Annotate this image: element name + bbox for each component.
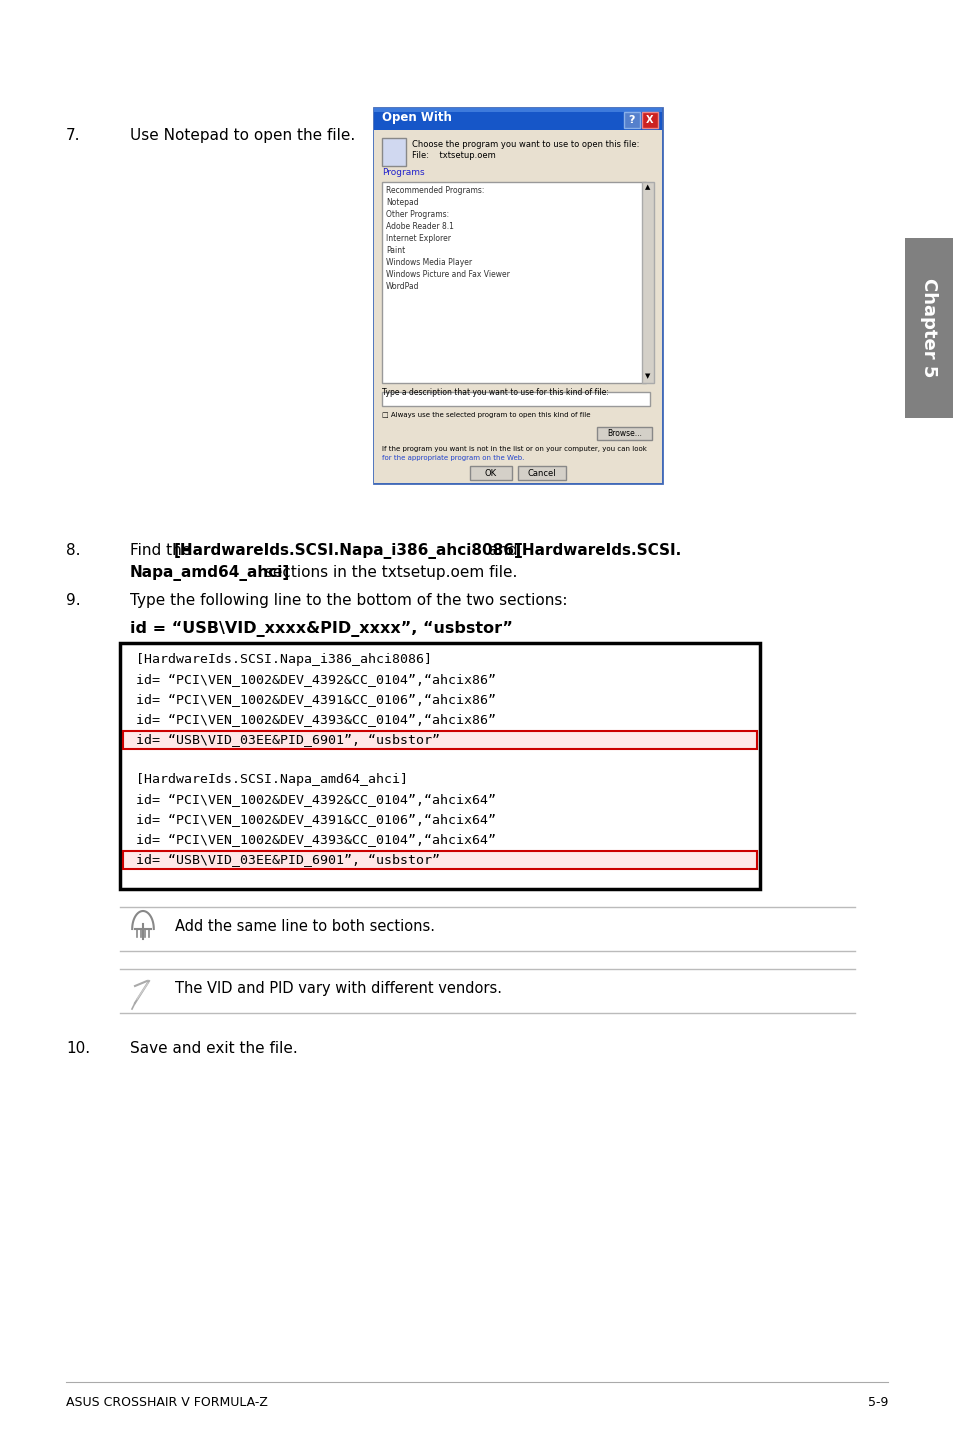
- Text: Type the following line to the bottom of the two sections:: Type the following line to the bottom of…: [130, 592, 567, 608]
- Text: Notepad: Notepad: [386, 198, 418, 207]
- FancyBboxPatch shape: [470, 466, 512, 480]
- Text: Choose the program you want to use to open this file:: Choose the program you want to use to op…: [412, 139, 639, 150]
- FancyBboxPatch shape: [120, 643, 760, 889]
- Text: File:    txtsetup.oem: File: txtsetup.oem: [412, 151, 496, 160]
- FancyBboxPatch shape: [374, 108, 661, 483]
- FancyBboxPatch shape: [123, 851, 757, 869]
- FancyBboxPatch shape: [904, 239, 952, 418]
- Text: Add the same line to both sections.: Add the same line to both sections.: [174, 919, 435, 935]
- Text: [HardwareIds.SCSI.Napa_amd64_ahci]: [HardwareIds.SCSI.Napa_amd64_ahci]: [136, 774, 408, 787]
- Text: 8.: 8.: [66, 544, 80, 558]
- FancyBboxPatch shape: [374, 108, 661, 112]
- FancyBboxPatch shape: [641, 183, 654, 383]
- Text: Type a description that you want to use for this kind of file:: Type a description that you want to use …: [381, 388, 608, 397]
- Text: 10.: 10.: [66, 1041, 90, 1055]
- Text: id= “PCI\VEN_1002&DEV_4391&CC_0106”,“ahcix64”: id= “PCI\VEN_1002&DEV_4391&CC_0106”,“ahc…: [136, 812, 496, 825]
- Text: id= “PCI\VEN_1002&DEV_4393&CC_0104”,“ahcix86”: id= “PCI\VEN_1002&DEV_4393&CC_0104”,“ahc…: [136, 713, 496, 726]
- Text: Chapter 5: Chapter 5: [919, 279, 937, 378]
- Text: id= “PCI\VEN_1002&DEV_4392&CC_0104”,“ahcix86”: id= “PCI\VEN_1002&DEV_4392&CC_0104”,“ahc…: [136, 673, 496, 686]
- Text: id= “USB\VID_03EE&PID_6901”, “usbstor”: id= “USB\VID_03EE&PID_6901”, “usbstor”: [136, 853, 439, 866]
- Text: id= “USB\VID_03EE&PID_6901”, “usbstor”: id= “USB\VID_03EE&PID_6901”, “usbstor”: [136, 733, 439, 746]
- Text: Paint: Paint: [386, 246, 405, 255]
- Text: The VID and PID vary with different vendors.: The VID and PID vary with different vend…: [174, 981, 501, 997]
- Text: Use Notepad to open the file.: Use Notepad to open the file.: [130, 128, 355, 142]
- Text: Open With: Open With: [381, 111, 452, 124]
- Text: ?: ?: [628, 115, 635, 125]
- Text: [HardwareIds.SCSI.Napa_i386_ahci8086]: [HardwareIds.SCSI.Napa_i386_ahci8086]: [136, 653, 432, 666]
- FancyBboxPatch shape: [374, 129, 661, 483]
- FancyBboxPatch shape: [381, 138, 406, 165]
- Text: If the program you want is not in the list or on your computer, you can look: If the program you want is not in the li…: [381, 446, 646, 452]
- Text: Cancel: Cancel: [527, 469, 556, 477]
- Text: [HardwareIds.SCSI.Napa_i386_ahci8086]: [HardwareIds.SCSI.Napa_i386_ahci8086]: [173, 544, 521, 559]
- Text: ▼: ▼: [644, 372, 650, 380]
- Text: WordPad: WordPad: [386, 282, 419, 290]
- Text: Other Programs:: Other Programs:: [386, 210, 449, 219]
- Text: Windows Picture and Fax Viewer: Windows Picture and Fax Viewer: [386, 270, 509, 279]
- FancyBboxPatch shape: [623, 112, 639, 128]
- Text: Adobe Reader 8.1: Adobe Reader 8.1: [386, 221, 454, 232]
- FancyBboxPatch shape: [123, 731, 757, 749]
- Text: id= “PCI\VEN_1002&DEV_4391&CC_0106”,“ahcix86”: id= “PCI\VEN_1002&DEV_4391&CC_0106”,“ahc…: [136, 693, 496, 706]
- Text: and: and: [483, 544, 522, 558]
- FancyBboxPatch shape: [641, 112, 658, 128]
- FancyBboxPatch shape: [517, 466, 565, 480]
- Text: 9.: 9.: [66, 592, 81, 608]
- Text: Browse...: Browse...: [607, 430, 641, 439]
- Text: Recommended Programs:: Recommended Programs:: [386, 186, 484, 196]
- Text: ▲: ▲: [644, 184, 650, 190]
- Text: X: X: [645, 115, 653, 125]
- Text: [HardwareIds.SCSI.: [HardwareIds.SCSI.: [516, 544, 681, 558]
- FancyBboxPatch shape: [374, 108, 661, 129]
- Text: OK: OK: [484, 469, 497, 477]
- FancyBboxPatch shape: [381, 183, 645, 383]
- Text: 7.: 7.: [66, 128, 80, 142]
- FancyBboxPatch shape: [381, 393, 649, 406]
- Text: Windows Media Player: Windows Media Player: [386, 257, 472, 267]
- Text: sections in the txtsetup.oem file.: sections in the txtsetup.oem file.: [260, 565, 517, 580]
- Text: □ Always use the selected program to open this kind of file: □ Always use the selected program to ope…: [381, 413, 590, 418]
- Text: ASUS CROSSHAIR V FORMULA-Z: ASUS CROSSHAIR V FORMULA-Z: [66, 1396, 268, 1409]
- Text: id= “PCI\VEN_1002&DEV_4392&CC_0104”,“ahcix64”: id= “PCI\VEN_1002&DEV_4392&CC_0104”,“ahc…: [136, 792, 496, 807]
- Text: 5-9: 5-9: [866, 1396, 887, 1409]
- Text: for the appropriate program on the Web.: for the appropriate program on the Web.: [381, 454, 524, 462]
- Text: Find the: Find the: [130, 544, 196, 558]
- Text: Programs: Programs: [381, 168, 424, 177]
- Text: Save and exit the file.: Save and exit the file.: [130, 1041, 297, 1055]
- FancyBboxPatch shape: [597, 427, 651, 440]
- Text: id= “PCI\VEN_1002&DEV_4393&CC_0104”,“ahcix64”: id= “PCI\VEN_1002&DEV_4393&CC_0104”,“ahc…: [136, 833, 496, 846]
- Text: Napa_amd64_ahci]: Napa_amd64_ahci]: [130, 565, 290, 581]
- Text: id = “USB\VID_xxxx&PID_xxxx”, “usbstor”: id = “USB\VID_xxxx&PID_xxxx”, “usbstor”: [130, 621, 513, 637]
- Text: Internet Explorer: Internet Explorer: [386, 234, 451, 243]
